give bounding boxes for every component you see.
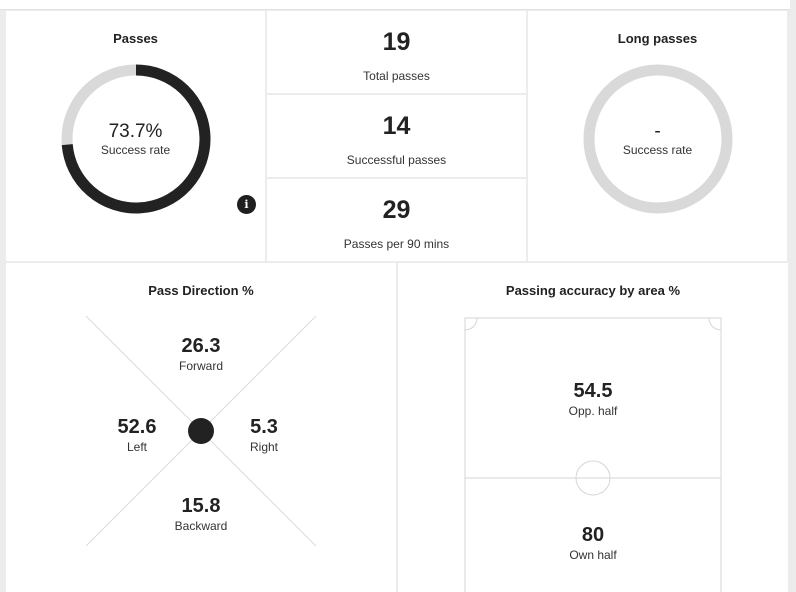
area-own-half: 80 Own half	[398, 524, 788, 562]
stat-value: 14	[382, 112, 411, 140]
passes-donut-center: 73.7% Success rate	[6, 121, 265, 157]
stat-value: 19	[382, 28, 411, 56]
stat-label: Passes per 90 mins	[343, 237, 450, 251]
direction-forward-label: Forward	[178, 359, 223, 373]
direction-forward: 26.3 Forward	[161, 335, 241, 373]
stat-value: 29	[382, 196, 411, 224]
area-opp-half-value: 54.5	[573, 380, 613, 402]
pass-stats-column: 19 Total passes 14 Successful passes 29 …	[267, 11, 526, 261]
pitch-outline	[464, 317, 722, 592]
stat-label: Total passes	[363, 69, 430, 83]
pass-direction-card: Pass Direction % 26.3 Forward 52.6 Left …	[6, 263, 396, 592]
stat-successful-passes: 14 Successful passes	[267, 95, 526, 177]
pitch-corner-arc	[708, 317, 722, 331]
area-own-half-value: 80	[581, 524, 605, 546]
direction-right-label: Right	[249, 440, 278, 454]
long-passes-card: Long passes - Success rate	[528, 11, 787, 261]
direction-forward-value: 26.3	[181, 335, 221, 357]
passes-title: Passes	[113, 31, 158, 46]
info-icon[interactable]: i	[237, 195, 256, 214]
passing-accuracy-area-card: Passing accuracy by area % 54.5 Opp. hal…	[398, 263, 788, 592]
direction-left: 52.6 Left	[97, 416, 177, 454]
passes-card: Passes 73.7% Success rate i	[6, 11, 265, 261]
pitch-corner-arc	[464, 317, 478, 331]
direction-right-value: 5.3	[250, 416, 278, 438]
passes-success-label: Success rate	[100, 143, 171, 157]
long-passes-donut-chart	[583, 64, 733, 214]
long-passes-success-value: -	[654, 121, 661, 142]
direction-right: 5.3 Right	[224, 416, 304, 454]
passes-donut-arc	[61, 64, 211, 214]
area-opp-half: 54.5 Opp. half	[398, 380, 788, 418]
direction-backward-label: Backward	[174, 519, 228, 533]
top-strip	[0, 0, 790, 10]
passes-donut-chart	[61, 64, 211, 214]
long-passes-donut-track	[583, 64, 733, 214]
stat-passes-per-90: 29 Passes per 90 mins	[267, 179, 526, 261]
direction-left-label: Left	[126, 440, 147, 454]
passing-accuracy-title: Passing accuracy by area %	[505, 283, 681, 298]
long-passes-title: Long passes	[617, 31, 698, 46]
pitch-diagram	[464, 317, 722, 592]
stat-total-passes: 19 Total passes	[267, 11, 526, 93]
stat-label: Successful passes	[346, 153, 447, 167]
direction-backward: 15.8 Backward	[161, 495, 241, 533]
passes-success-value: 73.7%	[108, 121, 163, 142]
direction-backward-value: 15.8	[181, 495, 221, 517]
area-opp-half-label: Opp. half	[568, 404, 618, 418]
long-passes-donut-center: - Success rate	[528, 121, 787, 157]
area-own-half-label: Own half	[569, 548, 617, 562]
pitch-center-circle	[575, 460, 611, 496]
pass-direction-title: Pass Direction %	[148, 283, 254, 298]
direction-center-dot	[188, 418, 214, 444]
pass-direction-diagram	[85, 315, 317, 547]
direction-left-value: 52.6	[117, 416, 157, 438]
long-passes-success-label: Success rate	[622, 143, 693, 157]
